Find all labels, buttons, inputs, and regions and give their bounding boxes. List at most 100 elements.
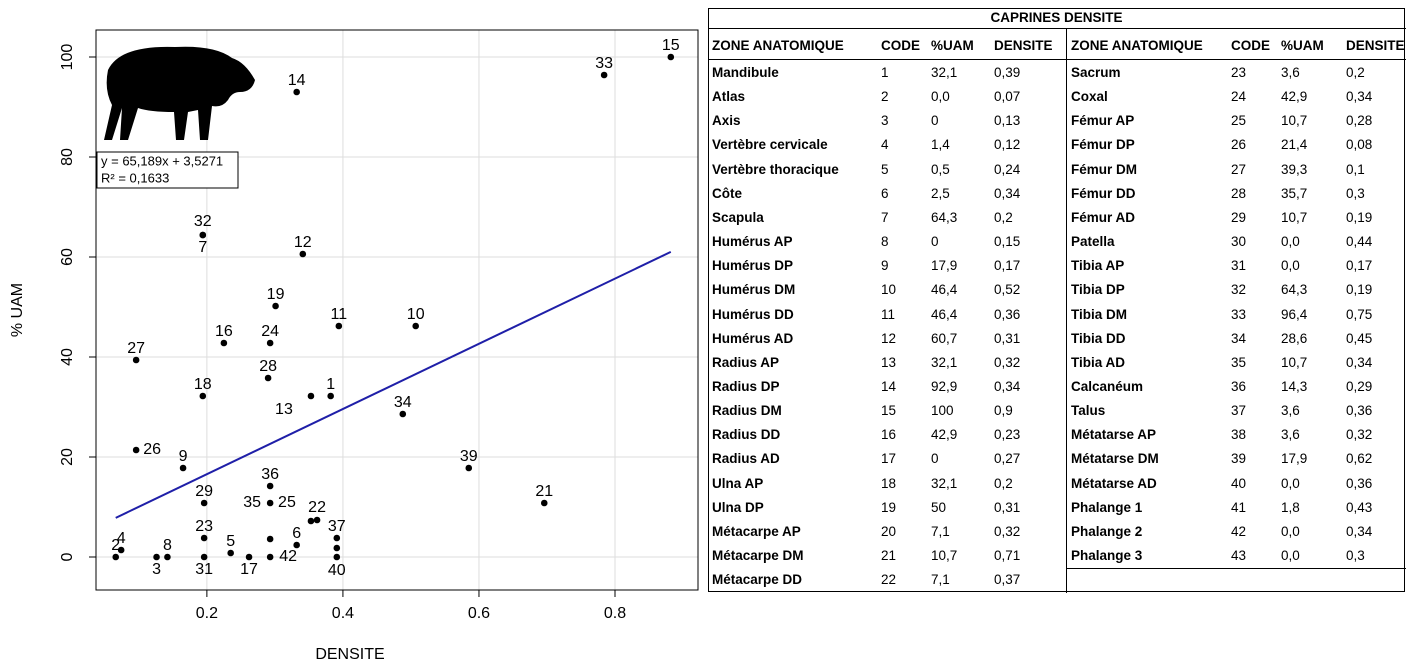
point [266, 535, 274, 543]
point [465, 464, 473, 472]
table-cell: 46,4 [931, 282, 958, 298]
r-squared: R² = 0,1633 [101, 170, 169, 185]
column-header: DENSITE [994, 38, 1053, 53]
zone-name: Mandibule [712, 65, 779, 80]
table-cell: 32,1 [931, 354, 958, 370]
zone-name: Radius DD [712, 427, 781, 443]
trend-line [115, 250, 672, 519]
point-label: 29 [195, 483, 213, 500]
point [327, 392, 334, 400]
table-cell: 0,34 [994, 378, 1021, 394]
table-cell: 42,9 [1281, 89, 1308, 105]
table-cell: 42 [1231, 523, 1247, 539]
table-cell: 32,1 [931, 475, 958, 491]
table-cell: 28 [1231, 185, 1247, 201]
point [333, 553, 341, 561]
table-cell: 21,4 [1281, 137, 1308, 153]
table-rule [1066, 568, 1406, 570]
table-cell: 13 [881, 354, 897, 370]
zone-name: Fémur DP [1071, 137, 1135, 153]
table-cell: 43 [1231, 548, 1247, 563]
table-title: CAPRINES DENSITE [990, 10, 1123, 25]
point-label: 1 [326, 376, 335, 393]
table-cell: 0,34 [994, 185, 1021, 201]
point [272, 302, 279, 310]
point-label: 24 [261, 323, 279, 340]
table-cell: 0,19 [1346, 282, 1373, 298]
point [220, 339, 228, 347]
table-cell: 18 [881, 475, 897, 491]
table-cell: 6 [881, 185, 889, 201]
table-cell: 0,28 [1346, 113, 1373, 129]
column-header: ZONE ANATOMIQUE [1071, 38, 1203, 53]
table-cell: 1 [881, 65, 889, 80]
x-axis-label: DENSITE [315, 646, 384, 663]
point [112, 553, 120, 561]
table-cell: 40 [1231, 475, 1247, 491]
data-table: CAPRINES DENSITE ZONE ANATOMIQUE CODE %UAM D… [708, 8, 1406, 593]
table-cell: 39,3 [1281, 161, 1308, 177]
table-cell: 0,15 [994, 234, 1021, 250]
table-cell: 8 [881, 234, 889, 250]
table-cell: 0,31 [994, 499, 1021, 515]
column-header: CODE [1231, 38, 1271, 53]
table-cell: 26 [1231, 137, 1247, 153]
y-tick-label: 100 [59, 44, 76, 71]
zone-name: Humérus DM [712, 282, 796, 298]
table-cell: 0,3 [1346, 185, 1365, 201]
zone-name: Fémur AD [1071, 209, 1136, 225]
table-cell: 0,36 [1346, 403, 1373, 419]
table-cell: 0,34 [1346, 354, 1373, 370]
point-label: 34 [394, 394, 412, 411]
table-cell: 17,9 [1281, 451, 1308, 467]
table-cell: 7,1 [931, 572, 950, 588]
point [333, 534, 341, 542]
table-cell: 15 [881, 403, 897, 419]
zone-name: Tibia AD [1071, 354, 1126, 370]
zone-name: Métatarse AD [1071, 475, 1157, 491]
x-tick-label: 0.2 [196, 605, 218, 622]
point [153, 553, 160, 561]
y-tick-label: 60 [59, 248, 76, 266]
point [293, 88, 300, 96]
table-cell: 0,36 [1346, 475, 1373, 491]
table-cell: 0,0 [1281, 475, 1300, 491]
point [164, 553, 171, 561]
point [540, 499, 548, 507]
plot-frame [95, 29, 699, 591]
point [117, 546, 125, 554]
table-cell: 0,0 [1281, 258, 1300, 274]
zone-name: Scapula [712, 209, 764, 225]
table-cell: 92,9 [931, 378, 958, 394]
table-cell: 0,34 [1346, 89, 1373, 105]
table-cell: 33 [1231, 306, 1247, 322]
table-cell: 0,17 [994, 258, 1021, 274]
zone-name: Phalange 1 [1071, 499, 1143, 515]
table-cell: 100 [931, 403, 954, 419]
table-cell: 35,7 [1281, 185, 1308, 201]
table-cell: 3 [881, 113, 889, 129]
table-cell: 0 [931, 451, 939, 467]
zone-name: Talus [1071, 403, 1106, 419]
table-cell: 21 [881, 548, 897, 563]
point [667, 53, 675, 61]
point-label: 26 [143, 441, 161, 458]
point [412, 322, 420, 330]
y-tick-label: 40 [59, 348, 76, 366]
zone-name: Ulna AP [712, 475, 764, 491]
table-cell: 0,75 [1346, 306, 1373, 322]
table-cell: 14,3 [1281, 378, 1308, 394]
table-cell: 31 [1231, 258, 1247, 274]
point-label: 42 [279, 548, 297, 565]
table-cell: 0 [931, 234, 939, 250]
point-label: 22 [308, 499, 326, 516]
table-cell: 36 [1231, 378, 1247, 394]
table-cell: 10,7 [1281, 354, 1308, 370]
point [266, 339, 274, 347]
table-cell: 0,0 [1281, 523, 1300, 539]
table-cell: 5 [881, 161, 889, 177]
table-cell: 0,23 [994, 427, 1021, 443]
zone-name: Tibia AP [1071, 258, 1125, 274]
point [266, 482, 274, 490]
